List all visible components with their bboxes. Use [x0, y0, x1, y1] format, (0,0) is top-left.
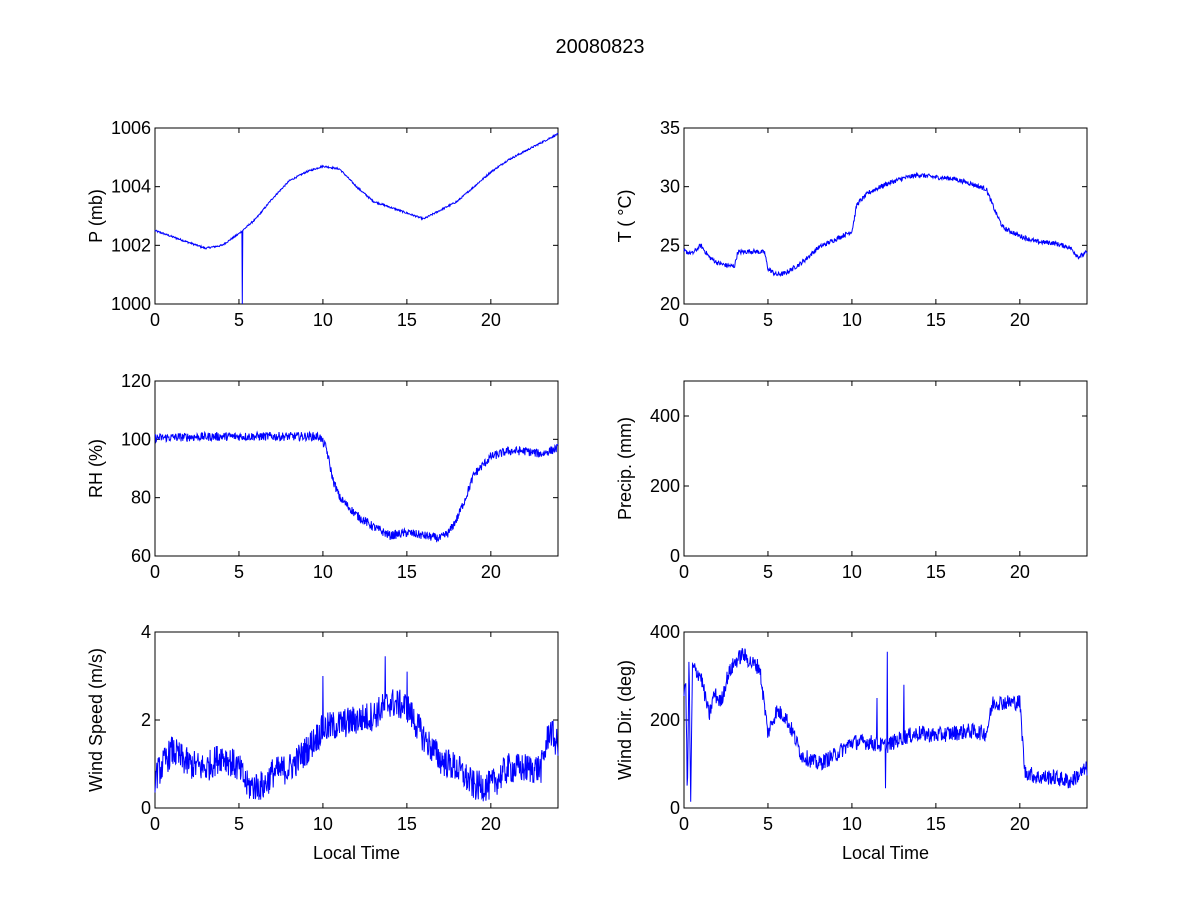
x-tick-label-humidity: 20	[481, 562, 501, 582]
x-tick-label-temperature: 15	[926, 310, 946, 330]
x-tick-label-precip: 0	[679, 562, 689, 582]
y-tick-label-humidity: 100	[121, 429, 151, 449]
subplot-temperature: 0 5 10 15 20 20 25 30 35 T ( °C)	[615, 118, 1088, 330]
x-tick-label-pressure: 15	[397, 310, 417, 330]
series-line-temperature	[683, 171, 1088, 278]
x-tick-label-precip: 20	[1010, 562, 1030, 582]
y-axis-label-winddir: Wind Dir. (deg)	[615, 660, 635, 780]
plot-area-temperature	[683, 127, 1088, 305]
x-tick-label-winddir: 10	[842, 814, 862, 834]
x-tick-label-humidity: 10	[313, 562, 333, 582]
x-tick-label-pressure: 0	[150, 310, 160, 330]
x-tick-label-windspeed: 0	[150, 814, 160, 834]
x-tick-label-humidity: 5	[234, 562, 244, 582]
plot-area-precip	[683, 380, 1088, 557]
y-axis-label-humidity: RH (%)	[86, 439, 106, 498]
y-tick-label-windspeed: 4	[141, 622, 151, 642]
y-axis-label-temperature: T ( °C)	[615, 190, 635, 243]
y-tick-label-pressure: 1000	[111, 294, 151, 314]
subplot-humidity: 0 5 10 15 20 60 80 100 120 RH (%)	[86, 371, 559, 582]
y-tick-label-temperature: 25	[660, 235, 680, 255]
x-tick-label-winddir: 20	[1010, 814, 1030, 834]
x-tick-label-temperature: 20	[1010, 310, 1030, 330]
x-tick-label-precip: 5	[763, 562, 773, 582]
y-tick-label-pressure: 1002	[111, 235, 151, 255]
x-tick-label-windspeed: 10	[313, 814, 333, 834]
y-tick-label-winddir: 0	[670, 798, 680, 818]
y-tick-label-windspeed: 2	[141, 710, 151, 730]
y-tick-label-humidity: 60	[131, 546, 151, 566]
subplot-windspeed: 0 5 10 15 20 0 2 4 Wind Speed (m/s) Local Time	[86, 622, 559, 863]
y-tick-label-precip: 400	[650, 406, 680, 426]
y-tick-label-humidity: 80	[131, 488, 151, 508]
x-tick-label-temperature: 10	[842, 310, 862, 330]
x-tick-label-windspeed: 5	[234, 814, 244, 834]
x-axis-label-winddir: Local Time	[842, 843, 929, 863]
y-tick-label-temperature: 35	[660, 118, 680, 138]
figure-title: 20080823	[556, 36, 645, 58]
y-tick-label-pressure: 1006	[111, 118, 151, 138]
y-axis-label-precip: Precip. (mm)	[615, 417, 635, 520]
x-tick-label-temperature: 5	[763, 310, 773, 330]
plot-area-pressure	[154, 127, 559, 305]
y-tick-label-precip: 200	[650, 476, 680, 496]
x-tick-label-windspeed: 20	[481, 814, 501, 834]
x-tick-label-pressure: 10	[313, 310, 333, 330]
x-tick-label-winddir: 0	[679, 814, 689, 834]
series-line-pressure	[154, 132, 559, 305]
x-tick-label-temperature: 0	[679, 310, 689, 330]
plot-area-humidity	[154, 380, 559, 557]
x-tick-label-pressure: 5	[234, 310, 244, 330]
x-tick-label-humidity: 15	[397, 562, 417, 582]
y-tick-label-pressure: 1004	[111, 177, 151, 197]
y-tick-label-winddir: 200	[650, 710, 680, 730]
x-axis-label-windspeed: Local Time	[313, 843, 400, 863]
subplot-pressure: 0 5 10 15 20 1000 1002 1004 1006 P (mb)	[86, 118, 559, 330]
y-tick-label-temperature: 20	[660, 294, 680, 314]
x-tick-label-winddir: 5	[763, 814, 773, 834]
y-axis-label-windspeed: Wind Speed (m/s)	[86, 648, 106, 792]
x-tick-label-precip: 10	[842, 562, 862, 582]
x-tick-label-pressure: 20	[481, 310, 501, 330]
x-tick-label-precip: 15	[926, 562, 946, 582]
series-line-winddir	[683, 648, 1088, 802]
y-axis-label-pressure: P (mb)	[86, 189, 106, 243]
x-tick-label-winddir: 15	[926, 814, 946, 834]
x-tick-label-windspeed: 15	[397, 814, 417, 834]
series-line-humidity	[154, 430, 559, 543]
x-tick-label-humidity: 0	[150, 562, 160, 582]
y-tick-label-humidity: 120	[121, 371, 151, 391]
y-tick-label-precip: 0	[670, 546, 680, 566]
y-tick-label-winddir: 400	[650, 622, 680, 642]
y-tick-label-temperature: 30	[660, 177, 680, 197]
series-line-windspeed	[154, 656, 559, 802]
y-tick-label-windspeed: 0	[141, 798, 151, 818]
